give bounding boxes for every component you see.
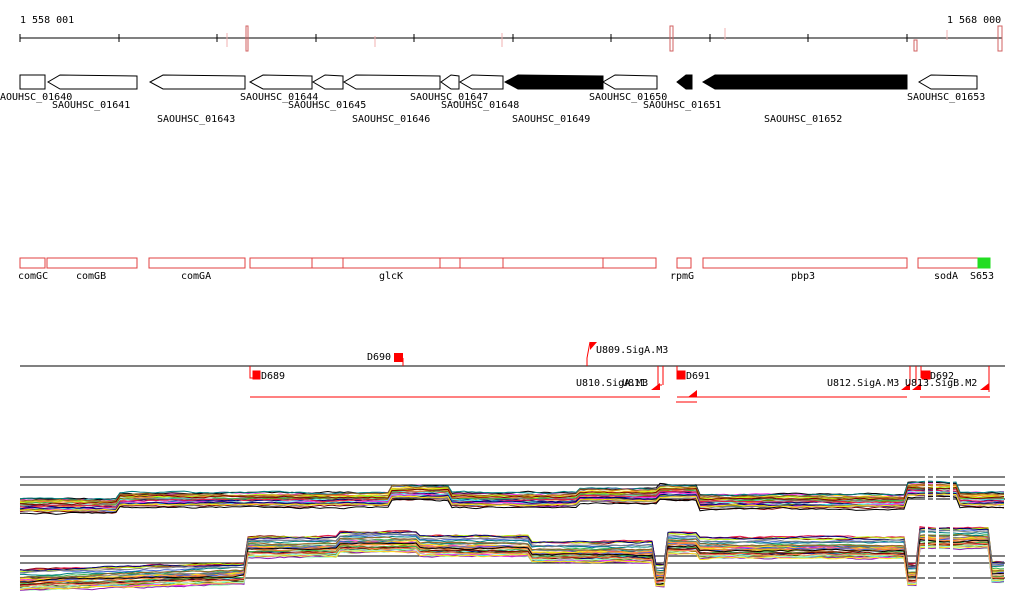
gene-SAOUHSC_01652[interactable] — [702, 74, 908, 90]
operon-label: S653 — [970, 271, 994, 282]
expression-trace — [19, 480, 1005, 501]
operon-label: comGA — [181, 271, 211, 282]
expression-trace — [19, 527, 1005, 573]
feature-labels: D690 U809.SigA.M3 D689 D691 U810.SigA.M3… — [261, 345, 977, 389]
operon-box[interactable] — [19, 257, 46, 269]
gene-SAOUHSC_01644[interactable] — [248, 74, 313, 90]
operon-labels: comGC comGB comGA glcK rpmG pbp3 sodA S6… — [18, 271, 994, 282]
operon-box[interactable] — [676, 257, 692, 269]
gene-SAOUHSC_01651[interactable] — [676, 74, 693, 90]
feature-label: U813.SigB.M2 — [905, 378, 977, 389]
expression-trace — [19, 495, 1005, 515]
feature-D692[interactable] — [921, 370, 931, 380]
operon-box-green[interactable] — [977, 257, 991, 269]
gene-label: SAOUHSC_01650 — [589, 92, 667, 103]
expression-trace — [19, 534, 1005, 579]
operon-label: rpmG — [670, 271, 694, 282]
operon-label: pbp3 — [791, 271, 815, 282]
gene-label: SAOUHSC_01652 — [764, 114, 842, 125]
feature-label: U811 — [622, 378, 646, 389]
coordinate-ruler: 1 558 001 1 568 000 — [19, 15, 1003, 52]
expression-trace — [19, 486, 1005, 506]
operon-box[interactable] — [917, 257, 979, 269]
feature-label: D692 — [930, 371, 954, 382]
feature-label: D691 — [686, 371, 710, 382]
gene-SAOUHSC_01640[interactable] — [19, 74, 46, 90]
gene-SAOUHSC_01646[interactable] — [343, 74, 441, 90]
gene-label: SAOUHSC_01648 — [441, 100, 519, 111]
operon-label: comGC — [18, 271, 48, 282]
expression-trace — [20, 538, 1005, 583]
expression-track-upper — [19, 475, 1005, 517]
gene-label: SAOUHSC_01649 — [512, 114, 590, 125]
expression-trace — [19, 481, 1005, 501]
expression-track-lower — [19, 520, 1005, 591]
expression-trace — [19, 542, 1005, 586]
gene-label: SAOUHSC_01651 — [643, 100, 721, 111]
feature-D691[interactable] — [676, 370, 686, 380]
gene-SAOUHSC_01648[interactable] — [459, 74, 504, 90]
operon-label: comGB — [76, 271, 106, 282]
operon-label: glcK — [379, 271, 403, 282]
gene-SAOUHSC_01641[interactable] — [47, 74, 138, 90]
expression-trace — [19, 542, 1005, 587]
operon-box[interactable] — [249, 257, 657, 269]
feature-label: D689 — [261, 371, 285, 382]
operon-box[interactable] — [46, 257, 138, 269]
gene-label: SAOUHSC_01645 — [288, 100, 366, 111]
gene-SAOUHSC_01650[interactable] — [602, 74, 658, 90]
feature-label: U809.SigA.M3 — [596, 345, 668, 356]
feature-label: D690 — [367, 352, 391, 363]
gene-SAOUHSC_01649[interactable] — [503, 74, 604, 90]
expression-trace — [19, 546, 1005, 590]
feature-D690[interactable] — [394, 353, 403, 362]
gene-SAOUHSC_01647[interactable] — [440, 74, 460, 90]
gene-SAOUHSC_01643[interactable] — [148, 74, 246, 90]
operon-box[interactable] — [148, 257, 246, 269]
expression-trace — [19, 493, 1005, 512]
gene-label: SAOUHSC_01644 — [240, 92, 318, 103]
gene-labels: AOUHSC_01640 SAOUHSC_01641 SAOUHSC_01643… — [0, 92, 985, 125]
expression-trace — [19, 529, 1005, 574]
gene-label: SAOUHSC_01641 — [52, 100, 130, 111]
feature-U809[interactable] — [586, 341, 591, 366]
gene-label: AOUHSC_01640 — [0, 92, 72, 103]
gene-SAOUHSC_01645[interactable] — [312, 74, 344, 90]
gene-label: SAOUHSC_01647 — [410, 92, 488, 103]
operon-label: sodA — [934, 271, 958, 282]
expression-trace — [19, 534, 1005, 579]
operon-box[interactable] — [702, 257, 908, 269]
gene-label: SAOUHSC_01653 — [907, 92, 985, 103]
start-coordinate: 1 558 001 — [20, 15, 74, 26]
gene-label: SAOUHSC_01646 — [352, 114, 430, 125]
gene-label: SAOUHSC_01643 — [157, 114, 235, 125]
gene-SAOUHSC_01653[interactable] — [918, 74, 978, 90]
feature-label: U810.SigA.M3 — [576, 378, 648, 389]
feature-track — [20, 341, 1005, 403]
expression-trace — [19, 527, 1005, 572]
expression-trace — [20, 531, 1005, 576]
feature-label: U812.SigA.M3 — [827, 378, 899, 389]
gene-track — [19, 74, 978, 90]
operon-track — [19, 257, 991, 269]
end-coordinate: 1 568 000 — [947, 15, 1001, 26]
